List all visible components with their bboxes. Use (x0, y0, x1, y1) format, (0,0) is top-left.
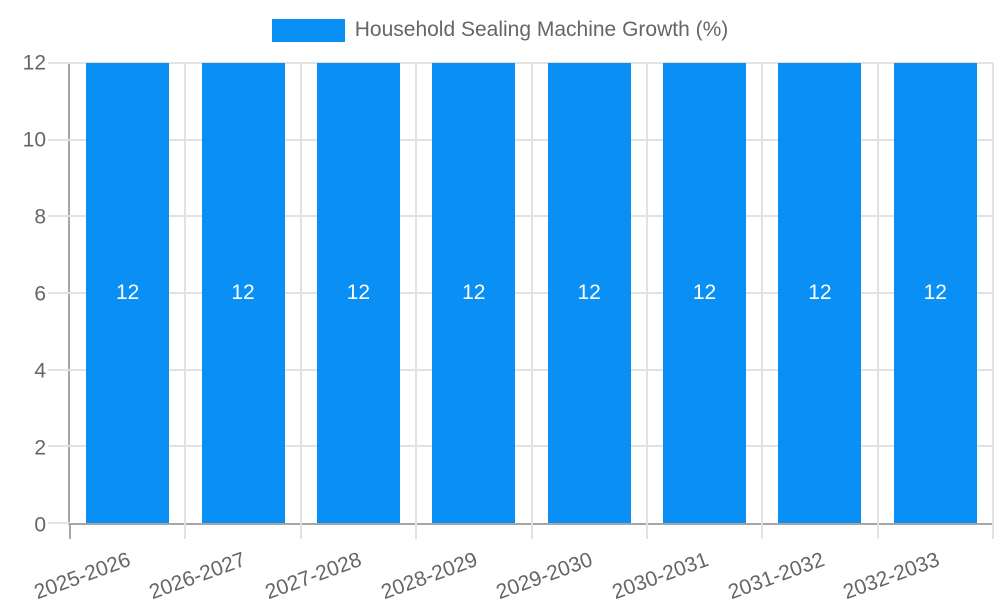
plot-area: 12 12 12 12 12 12 12 12 (48, 62, 994, 539)
bar-value-label: 12 (115, 281, 140, 304)
v-gridline (415, 63, 418, 523)
bar-value-label: 12 (462, 281, 486, 304)
x-tick-label: 2025-2026 (31, 548, 134, 600)
y-tick-mark (48, 368, 70, 371)
v-gridline (530, 63, 533, 523)
bar-value-label: 12 (808, 281, 832, 304)
x-tick-mark (530, 523, 533, 539)
v-gridline (876, 63, 879, 523)
x-tick-label: 2032-2033 (840, 548, 943, 600)
y-tick-label: 4 (34, 359, 46, 383)
x-tick-label: 2027-2028 (262, 548, 365, 600)
bar[interactable]: 12 (778, 63, 862, 523)
y-tick-mark (48, 138, 70, 141)
y-tick-label: 8 (34, 205, 46, 229)
legend-label: Household Sealing Machine Growth (%) (354, 18, 729, 41)
bar[interactable]: 12 (201, 63, 285, 523)
bar[interactable]: 12 (316, 63, 400, 523)
bar[interactable]: 12 (893, 63, 977, 523)
legend[interactable]: Household Sealing Machine Growth (%) (0, 16, 1000, 44)
v-gridline (299, 63, 302, 523)
x-tick-mark (992, 523, 994, 539)
bar[interactable]: 12 (547, 63, 631, 523)
x-tick-mark (876, 523, 879, 539)
y-tick-mark (48, 62, 70, 64)
bar-value-label: 12 (577, 281, 601, 304)
y-tick-mark (48, 522, 70, 524)
y-tick-mark (48, 445, 70, 448)
v-gridline (761, 63, 764, 523)
x-tick-label: 2029-2030 (493, 548, 596, 600)
x-tick-mark (645, 523, 648, 539)
x-tick-mark (184, 523, 187, 539)
x-tick-label: 2026-2027 (146, 548, 249, 600)
y-tick-mark (48, 292, 70, 294)
x-tick-label: 2030-2031 (609, 548, 712, 600)
y-tick-label: 10 (22, 128, 46, 152)
v-gridline (645, 63, 648, 523)
y-tick-label: 0 (34, 513, 46, 537)
y-tick-label: 2 (34, 436, 46, 460)
v-gridline (992, 63, 994, 523)
v-gridline (184, 63, 187, 523)
y-tick-label: 6 (34, 282, 46, 306)
bar-value-label: 12 (231, 281, 255, 304)
x-axis: 2025-2026 2026-2027 2027-2028 2028-2029 2029… (31, 527, 993, 600)
x-tick-label: 2031-2032 (724, 548, 828, 600)
y-axis: 0 2 4 6 8 10 12 (0, 53, 46, 536)
y-tick-label: 12 (22, 51, 46, 75)
bar[interactable]: 12 (86, 63, 170, 523)
x-tick-mark (415, 523, 418, 539)
bar[interactable]: 12 (432, 63, 516, 523)
x-tick-label: 2028-2029 (377, 548, 481, 600)
x-tick-mark (761, 523, 764, 539)
bar-value-label: 12 (923, 281, 947, 304)
x-tick-mark (69, 523, 71, 539)
bar[interactable]: 12 (663, 63, 747, 523)
legend-swatch (271, 18, 345, 42)
bar-value-label: 12 (692, 281, 717, 304)
x-tick-mark (299, 523, 302, 539)
bar-value-label: 12 (346, 281, 371, 304)
y-tick-mark (48, 215, 70, 218)
